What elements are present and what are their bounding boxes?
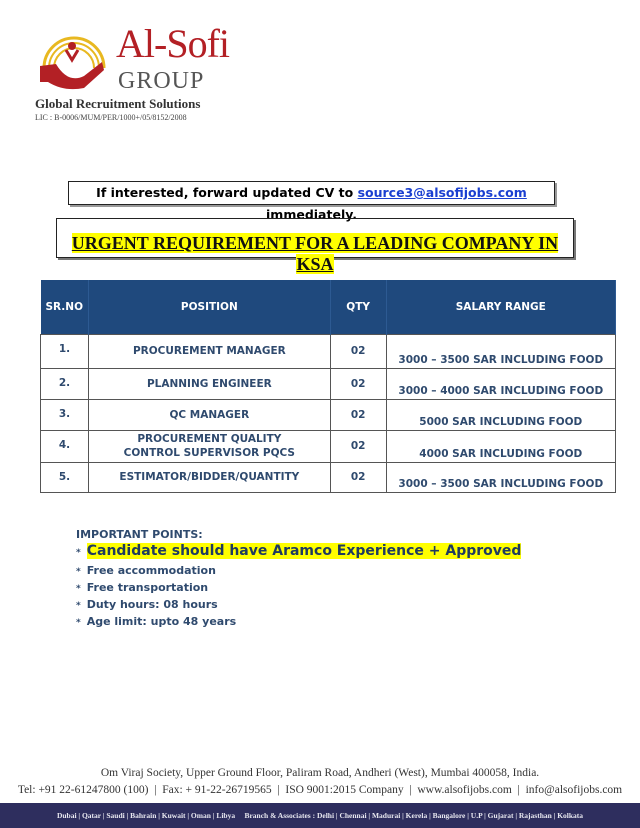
qty-cell: 02 [329,461,387,493]
headline-box: URGENT REQUIREMENT FOR A LEADING COMPANY… [56,218,574,274]
qty-cell: 02 [329,367,387,400]
sr-cell: 5. [40,461,89,493]
position-cell: ESTIMATOR/BIDDER/QUANTITY [87,461,331,493]
footer-contact: Tel: +91 22-61247800 (100) | Fax: + 91-2… [17,784,623,796]
position-cell: QC MANAGER [87,398,331,431]
position-cell: PROCUREMENT QUALITY CONTROL SUPERVISOR P… [87,429,331,463]
table-row: 2. PLANNING ENGINEER 02 3000 – 4000 SAR INC… [40,367,617,400]
qty-cell: 02 [329,429,387,463]
requirements-table: SR.NO POSITION QTY SALARY RANGE 1. PROCUR… [40,280,617,493]
license-number: LIC : B-0006/MUM/PER/1000+/05/8152/2008 [35,113,187,122]
sr-cell: 3. [40,398,89,431]
footer-address: Om Viraj Society, Upper Ground Floor, Pa… [100,767,540,779]
point-item: Free transportation [76,580,521,597]
sr-cell: 1. [40,333,89,369]
col-header: SR.NO [40,280,89,334]
position-cell: PLANNING ENGINEER [87,367,331,400]
points-heading: IMPORTANT POINTS: [76,528,203,541]
col-header: SALARY RANGE [386,280,617,334]
notice-prefix: If interested, forward updated CV to [96,185,358,200]
headline: URGENT REQUIREMENT FOR A LEADING COMPANY… [71,233,559,274]
position-cell: PROCUREMENT MANAGER [87,333,331,369]
salary-cell: 3000 – 3500 SAR INCLUDING FOOD [385,333,617,369]
table-row: 1. PROCUREMENT MANAGER 02 3000 – 3500 SAR I… [40,333,617,369]
qty-cell: 02 [329,333,387,369]
salary-cell: 4000 SAR INCLUDING FOOD [385,429,617,463]
table-row: 3. QC MANAGER 02 5000 SAR INCLUDING FOOD [40,398,617,431]
sr-cell: 4. [40,429,89,463]
point-item: Free accommodation [76,563,521,580]
point-text: Candidate should have Aramco Experience … [86,543,522,559]
point-item: Duty hours: 08 hours [76,597,521,614]
sr-cell: 2. [40,367,89,400]
point-item: Age limit: upto 48 years [76,614,521,631]
table-header: SR.NO POSITION QTY SALARY RANGE [40,280,617,334]
point-item: Candidate should have Aramco Experience … [76,541,522,563]
salary-cell: 5000 SAR INCLUDING FOOD [385,398,617,431]
email-link[interactable]: source3@alsofijobs.com [357,185,527,200]
col-header: POSITION [88,280,331,334]
table-row: 4. PROCUREMENT QUALITY CONTROL SUPERVISOR… [40,429,617,463]
footer-branches: Dubai | Qatar | Saudi | Bahrain | Kuwait… [0,803,640,828]
important-points: IMPORTANT POINTS: Candidate should have … [76,528,522,631]
col-header: QTY [330,280,387,334]
salary-cell: 3000 – 3500 SAR INCLUDING FOOD [385,461,617,493]
tagline: Global Recruitment Solutions [35,96,201,111]
brand-name: Al-Sofi [116,21,230,66]
cv-notice: If interested, forward updated CV to sou… [68,181,555,222]
qty-cell: 02 [329,398,387,431]
brand-group: GROUP [118,68,205,94]
company-logo-icon [40,36,106,90]
table-row: 5. ESTIMATOR/BIDDER/QUANTITY 02 3000 – 3500… [40,461,617,493]
salary-cell: 3000 – 4000 SAR INCLUDING FOOD [385,367,617,400]
